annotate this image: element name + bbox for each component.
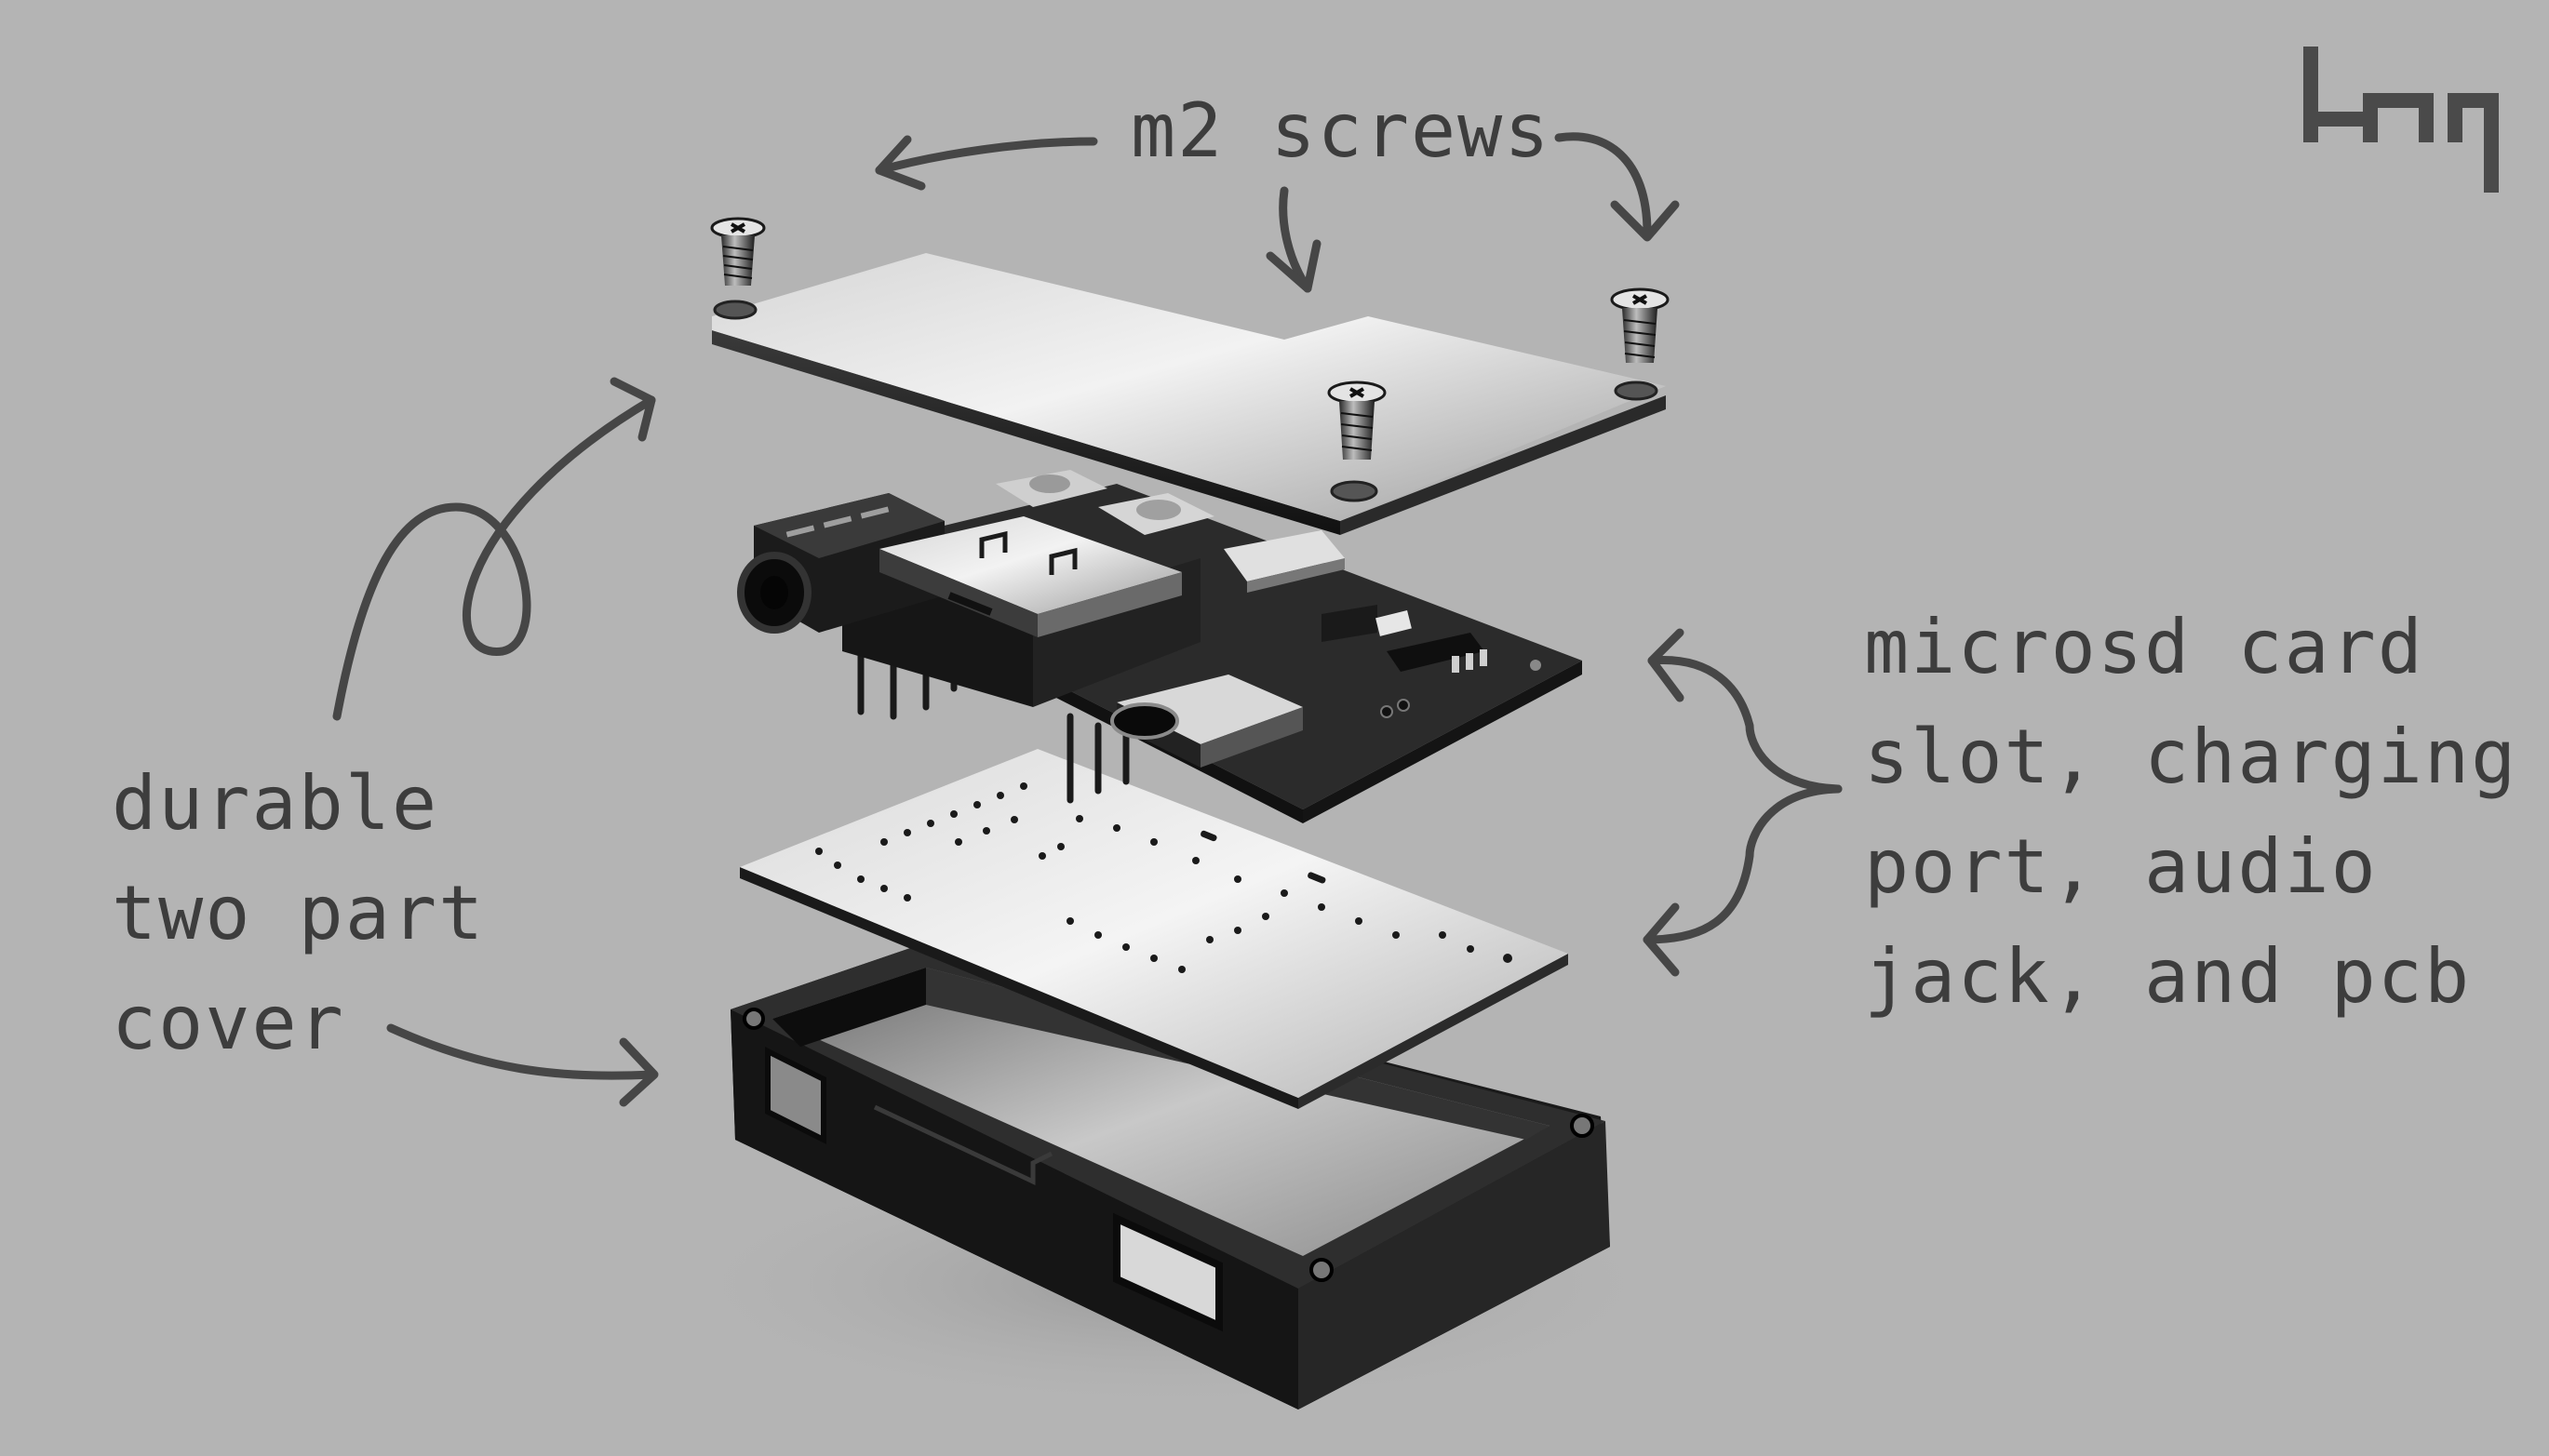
screw-icon [1327, 381, 1387, 460]
top-plate-icon [712, 253, 1666, 535]
callout-two-part-cover: durable two part cover [112, 749, 485, 1078]
callout-cover-line-1: durable [112, 760, 439, 847]
callout-m2-screws-text: m2 screws [1131, 87, 1551, 174]
arrow-components-brace-icon [1643, 628, 1843, 977]
callout-cover-line-3: cover [112, 980, 345, 1066]
callout-cover-line-2: two part [112, 870, 486, 956]
callout-m2-screws: m2 screws [1131, 76, 1550, 186]
callout-components: microsd card slot, charging port, audio … [1864, 593, 2517, 1032]
usb-c-port-icon [1110, 675, 1303, 768]
callout-components-line-1: microsd card [1864, 604, 2424, 690]
arrow-screws-left-icon [875, 135, 1098, 191]
audio-jack-icon [737, 493, 945, 634]
arrow-cover-bottom-icon [386, 1023, 659, 1107]
callout-components-line-2: slot, charging [1864, 714, 2518, 800]
screw-icon [1610, 287, 1670, 363]
enclosure-icon [731, 944, 1610, 1409]
arrow-cover-top-icon [332, 377, 656, 721]
callout-components-line-3: port, audio [1864, 823, 2378, 910]
callout-components-line-4: jack, and pcb [1864, 933, 2472, 1020]
arrow-screws-right-icon [1554, 132, 1680, 242]
microsd-slot-icon [879, 516, 1182, 637]
brand-logo-icon [2303, 47, 2499, 193]
arrow-screws-middle-icon [1266, 186, 1321, 293]
bottom-plate-icon [740, 749, 1568, 1109]
screw-icon [710, 217, 766, 286]
pcb-icon [737, 470, 1582, 823]
